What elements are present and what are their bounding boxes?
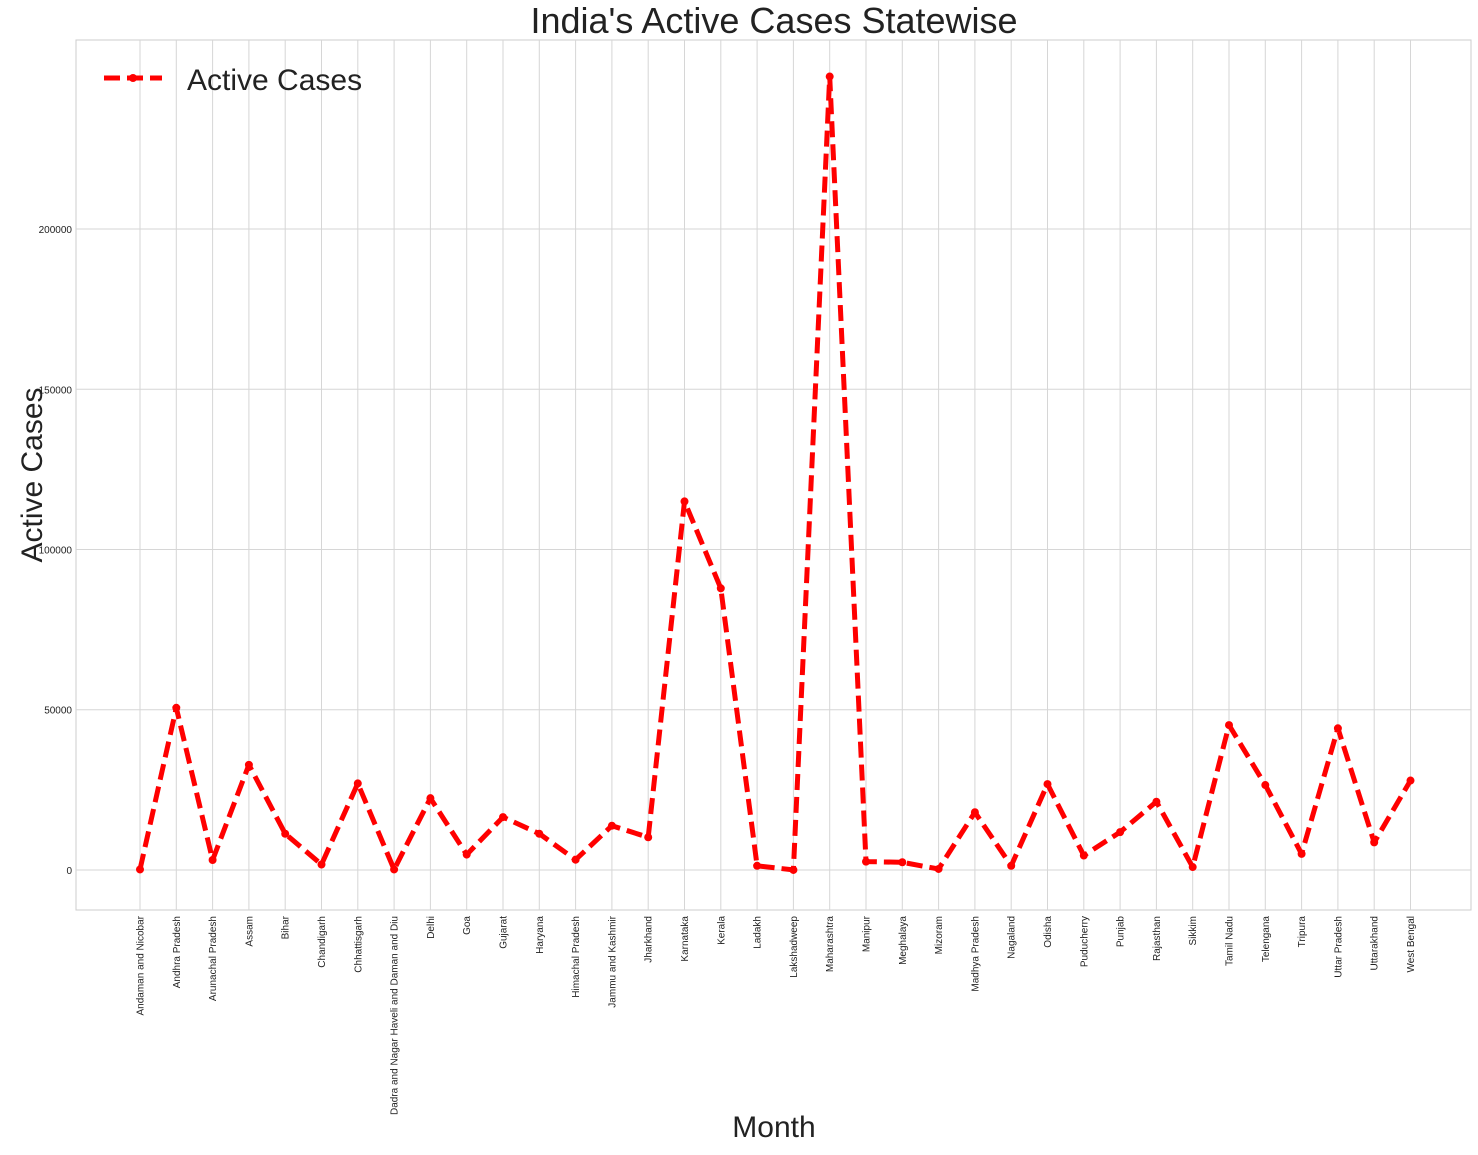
x-tick-label: Madhya Pradesh bbox=[970, 916, 981, 992]
data-point bbox=[1116, 828, 1125, 837]
x-tick-label: West Bengal bbox=[1406, 916, 1417, 973]
x-tick-label: Kerala bbox=[716, 916, 727, 945]
data-point bbox=[825, 72, 834, 81]
data-point bbox=[1297, 849, 1306, 858]
x-tick-label: Sikkim bbox=[1188, 916, 1199, 945]
data-point bbox=[499, 813, 507, 822]
x-tick-label: Arunachal Pradesh bbox=[208, 916, 219, 1001]
series-active-cases bbox=[136, 72, 1415, 874]
data-point bbox=[571, 855, 580, 864]
x-tick-label: Uttar Pradesh bbox=[1333, 916, 1344, 978]
data-point bbox=[898, 858, 907, 867]
x-tick-label: Delhi bbox=[426, 916, 437, 939]
x-tick-label: Manipur bbox=[862, 915, 873, 952]
data-point bbox=[281, 829, 290, 838]
data-point bbox=[353, 779, 362, 788]
data-point bbox=[1152, 797, 1161, 806]
x-tick-label: Jharkhand bbox=[644, 916, 655, 963]
x-tick-label: Ladakh bbox=[753, 916, 764, 949]
x-tick-label: Bihar bbox=[281, 915, 292, 939]
legend: Active Cases bbox=[104, 64, 362, 97]
data-point bbox=[644, 833, 653, 842]
chart-title: India's Active Cases Statewise bbox=[530, 0, 1017, 41]
x-tick-label: Tripura bbox=[1297, 916, 1308, 948]
data-point bbox=[317, 860, 326, 869]
y-tick-label: 200000 bbox=[39, 225, 73, 236]
plot-area bbox=[75, 39, 1472, 911]
data-point bbox=[1007, 861, 1016, 870]
x-tick-label: Punjab bbox=[1116, 916, 1127, 948]
data-point bbox=[789, 865, 798, 874]
series-line bbox=[137, 74, 1413, 873]
x-tick-label: Goa bbox=[462, 916, 473, 935]
x-tick-label: Karnataka bbox=[680, 916, 691, 962]
data-point bbox=[172, 703, 181, 712]
x-tick-label: Telengana bbox=[1261, 916, 1272, 963]
x-tick-label: Himachal Pradesh bbox=[571, 916, 582, 998]
data-point bbox=[1188, 863, 1197, 872]
x-tick-label: Nagaland bbox=[1007, 916, 1018, 959]
x-tick-label: Haryana bbox=[535, 916, 546, 954]
x-tick-label: Andaman and Nicobar bbox=[136, 915, 147, 1015]
x-tick-label: Uttarakhand bbox=[1370, 916, 1381, 970]
data-point bbox=[1261, 781, 1270, 790]
data-point bbox=[136, 865, 144, 874]
data-point bbox=[1043, 780, 1052, 789]
legend-marker-sample bbox=[129, 74, 137, 82]
x-tick-label: Tamil Nadu bbox=[1225, 916, 1236, 966]
data-point bbox=[244, 760, 253, 769]
data-point bbox=[535, 829, 544, 838]
data-point bbox=[1406, 776, 1415, 785]
x-tick-label: Lakshadweep bbox=[789, 916, 800, 978]
x-tick-label: Puducherry bbox=[1079, 916, 1090, 967]
data-point bbox=[934, 864, 943, 873]
y-axis-ticks: 0 50000 100000 150000 200000 bbox=[39, 225, 73, 877]
data-point bbox=[1079, 851, 1088, 860]
x-tick-label: Andhra Pradesh bbox=[172, 916, 183, 988]
y-tick-label: 150000 bbox=[39, 385, 73, 396]
data-point bbox=[208, 856, 217, 865]
x-tick-label: Dadra and Nagar Haveli and Daman and Diu bbox=[390, 916, 401, 1115]
data-point bbox=[1225, 721, 1233, 730]
data-point bbox=[1370, 838, 1379, 847]
y-tick-label: 50000 bbox=[44, 706, 72, 717]
data-point bbox=[716, 584, 725, 593]
data-point bbox=[680, 497, 689, 506]
x-axis-label: Month bbox=[732, 1111, 815, 1144]
x-tick-label: Rajasthan bbox=[1152, 916, 1163, 961]
data-point bbox=[390, 865, 399, 874]
data-point bbox=[753, 861, 762, 870]
x-tick-label: Maharashtra bbox=[825, 916, 836, 973]
data-point bbox=[1333, 724, 1342, 733]
data-point bbox=[462, 850, 471, 859]
x-tick-label: Gujarat bbox=[499, 916, 510, 949]
legend-label: Active Cases bbox=[187, 64, 362, 97]
y-tick-label: 0 bbox=[66, 866, 72, 877]
data-point bbox=[970, 808, 979, 817]
gridlines bbox=[76, 40, 1471, 910]
y-tick-label: 100000 bbox=[39, 546, 73, 557]
data-point bbox=[862, 857, 870, 866]
x-tick-label: Assam bbox=[244, 916, 255, 947]
x-tick-label: Jammu and Kashmir bbox=[607, 915, 618, 1007]
x-tick-label: Mizoram bbox=[934, 916, 945, 954]
x-tick-label: Odisha bbox=[1043, 916, 1054, 948]
x-axis-ticks: Andaman and Nicobar Andhra Pradesh Arunach… bbox=[136, 915, 1418, 1115]
x-tick-label: Chandigarh bbox=[317, 916, 328, 968]
data-point bbox=[426, 794, 435, 803]
y-axis-label: Active Cases bbox=[16, 387, 49, 562]
x-tick-label: Meghalaya bbox=[898, 916, 909, 965]
data-point bbox=[607, 821, 616, 830]
x-tick-label: Chhattisgarh bbox=[353, 916, 364, 973]
